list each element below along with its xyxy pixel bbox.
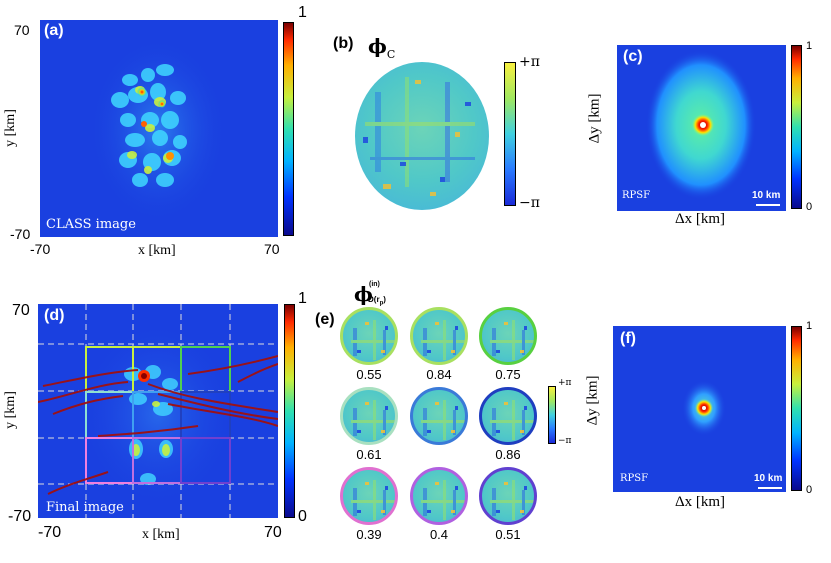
panel-a-x-right-tick: 70 xyxy=(264,241,280,257)
panel-d-label: (d) xyxy=(44,307,65,324)
panel-f-colorbar xyxy=(791,326,802,491)
panel-b-colorbar xyxy=(504,62,516,206)
panel-d-xlabel: x [km] xyxy=(142,527,180,542)
phase-disc-5 xyxy=(410,387,468,445)
phase-disc-2 xyxy=(410,307,468,365)
panel-b-label: (b) xyxy=(333,35,354,52)
phase-disc-3 xyxy=(479,307,537,365)
phi-c-symbol: ϕC xyxy=(368,34,395,61)
panel-d-y-top-tick: 70 xyxy=(12,302,30,319)
panel-f-xlabel: Δx [km] xyxy=(675,494,726,510)
phase-disc-c xyxy=(355,62,489,210)
phi-d-subsub-text: p xyxy=(379,300,384,307)
phase-disc-4-value: 0.61 xyxy=(356,447,382,462)
phi-c-letter: ϕ xyxy=(368,34,387,58)
panel-a-x-left-tick: -70 xyxy=(30,241,51,257)
panel-a-cbar-max: 1 xyxy=(298,4,307,21)
panel-e-cbar-bottom: −π xyxy=(558,436,572,446)
phase-disc-8-value: 0.4 xyxy=(429,527,449,542)
panel-e-colorbar xyxy=(548,386,556,444)
panel-c-colorbar xyxy=(791,45,802,209)
phi-d-subscript: D(rp) xyxy=(368,295,386,307)
rpsf-f-svg xyxy=(682,380,726,436)
panel-d-ylabel: y [km] xyxy=(2,391,18,429)
panel-c-inset-label: RPSF xyxy=(622,190,651,201)
phi-d-superscript: (in) xyxy=(369,281,380,288)
phase-disc-8 xyxy=(410,467,468,525)
phase-disc-1 xyxy=(340,307,398,365)
panel-f-inset-label: RPSF xyxy=(620,473,649,484)
phase-disc-7 xyxy=(340,467,398,525)
phi-d-sub-close: ) xyxy=(383,295,386,304)
panel-c-ylabel: Δy [km] xyxy=(586,93,603,144)
phase-disc-4 xyxy=(340,387,398,445)
panel-c-xlabel: Δx [km] xyxy=(675,211,726,227)
panel-b-cbar-top: +π xyxy=(519,54,540,70)
panel-e-cbar-top: +π xyxy=(558,378,572,388)
phase-disc-c-texture xyxy=(363,77,475,196)
panel-a-y-bottom-tick: -70 xyxy=(10,226,31,242)
phi-d-sub-text: D(r xyxy=(368,295,380,304)
panel-a-colorbar xyxy=(283,22,294,236)
panel-c-scalebar xyxy=(756,204,780,206)
panel-f-scalebar-label: 10 km xyxy=(754,473,783,484)
phase-disc-6-value: 0.86 xyxy=(495,447,521,462)
panel-e-label: (e) xyxy=(315,311,335,328)
panel-c-cbar-max: 1 xyxy=(806,40,813,52)
panel-f-cbar-max: 1 xyxy=(806,320,813,332)
class-image-svg xyxy=(88,35,228,225)
panel-f-scalebar xyxy=(758,487,782,489)
panel-f-ylabel: Δy [km] xyxy=(584,375,601,426)
phase-disc-2-value: 0.84 xyxy=(426,367,452,382)
panel-b-cbar-bottom: −π xyxy=(519,195,540,211)
panel-f-label: (f) xyxy=(620,330,636,347)
panel-d-caption: Final image xyxy=(46,500,124,515)
panel-c-cbar-min: 0 xyxy=(806,201,813,213)
final-image-svg xyxy=(37,304,279,518)
panel-f-cbar-min: 0 xyxy=(806,484,813,496)
panel-d-colorbar xyxy=(284,304,295,518)
panel-d-cbar-max: 1 xyxy=(298,290,307,307)
panel-c-scalebar-label: 10 km xyxy=(752,190,781,201)
phase-disc-9 xyxy=(479,467,537,525)
panel-d-y-bottom-tick: -70 xyxy=(8,508,32,525)
phase-disc-3-value: 0.75 xyxy=(495,367,521,382)
phase-disc-9-value: 0.51 xyxy=(495,527,521,542)
final-image xyxy=(37,304,279,518)
panel-d-x-right-tick: 70 xyxy=(264,524,282,541)
panel-a-caption: CLASS image xyxy=(46,217,136,232)
panel-d-x-left-tick: -70 xyxy=(38,524,62,541)
phi-d-symbol: ϕ xyxy=(354,282,373,306)
rpsf-image-c xyxy=(617,45,786,211)
phase-disc-7-value: 0.39 xyxy=(356,527,382,542)
panel-a-xlabel: x [km] xyxy=(138,243,176,258)
panel-a-ylabel: y [km] xyxy=(2,109,18,147)
phase-disc-1-value: 0.55 xyxy=(356,367,382,382)
class-image xyxy=(40,20,278,237)
rpsf-c-svg xyxy=(646,50,756,200)
panel-c-label: (c) xyxy=(623,48,643,65)
rpsf-image-f xyxy=(613,326,786,492)
panel-a-y-top-tick: 70 xyxy=(14,22,30,38)
phase-disc-6 xyxy=(479,387,537,445)
panel-a-label: (a) xyxy=(44,22,64,39)
panel-d-cbar-min: 0 xyxy=(298,508,307,525)
phi-d-letter: ϕ xyxy=(354,282,373,306)
phi-c-subscript: C xyxy=(386,48,396,61)
